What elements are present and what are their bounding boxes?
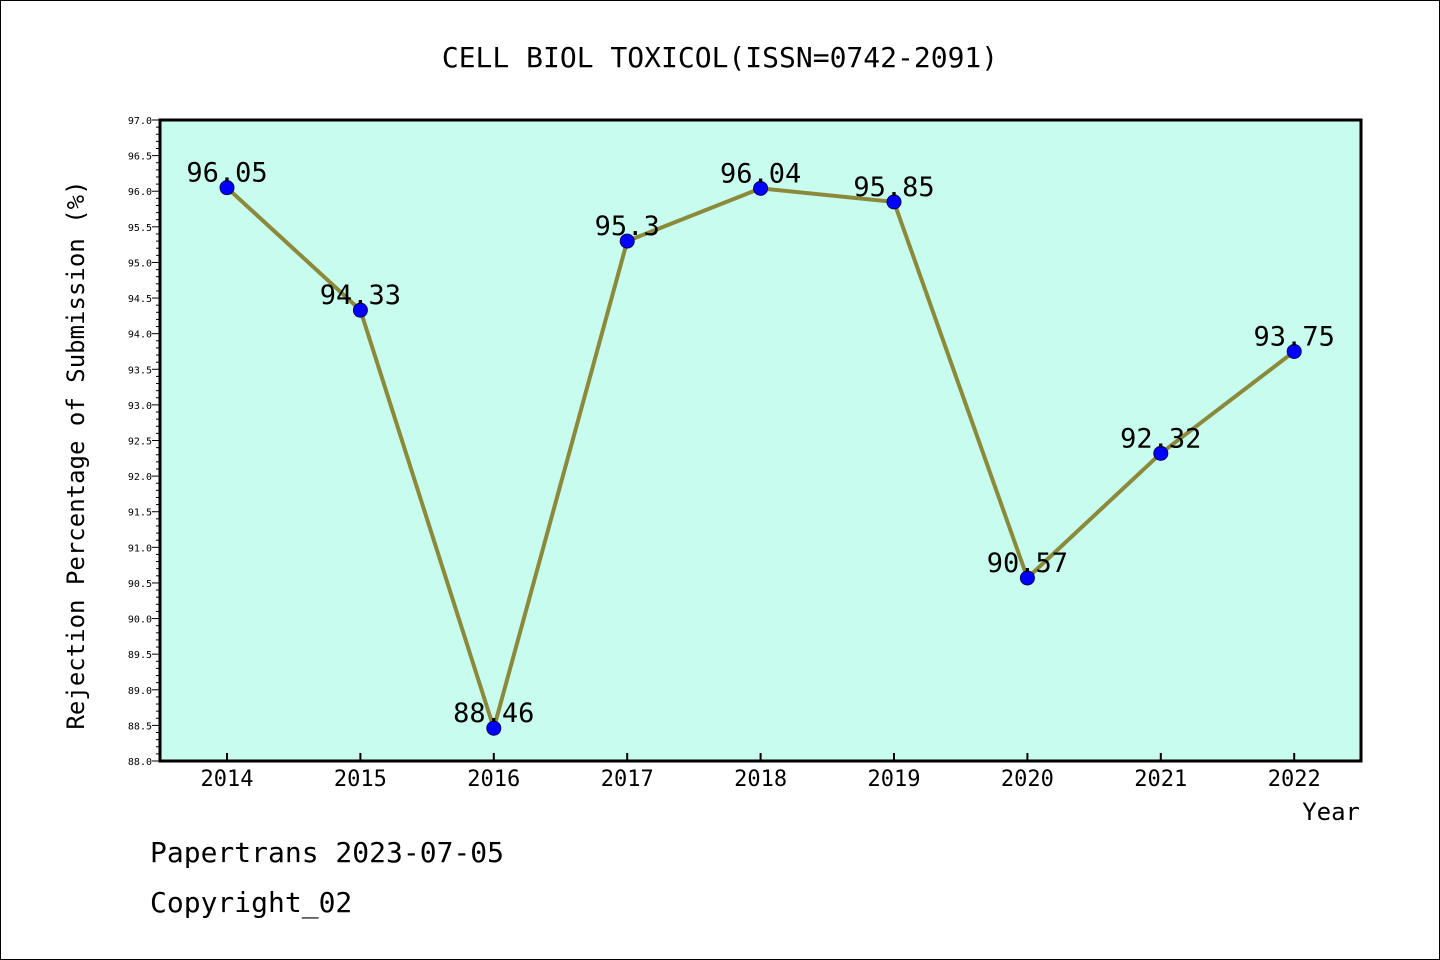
y-tick-label: 94.5: [128, 294, 152, 305]
y-tick-label: 92.0: [128, 472, 152, 483]
y-tick-label: 88.0: [128, 757, 152, 768]
y-axis-title: Rejection Percentage of Submission (%): [62, 180, 90, 729]
data-point: [886, 194, 902, 210]
data-point: [619, 233, 635, 249]
data-label: 95.85: [853, 172, 934, 203]
x-tick-label: 2016: [467, 767, 520, 792]
chart-title: CELL BIOL TOXICOL(ISSN=0742-2091): [442, 41, 998, 74]
x-tick-label: 2015: [334, 767, 387, 792]
data-label: 96.05: [186, 158, 267, 189]
x-tick-label: 2021: [1134, 767, 1187, 792]
y-tick-label: 94.0: [128, 330, 152, 341]
data-labels: 96.05 94.33 88.46 95.3 96.04 95.85 90.57 92.32 9…: [186, 158, 1334, 730]
y-axis: 88.0 88.5 89.0 89.5 90.0 90.5 91.0 91.5 92.0 92.5…: [128, 116, 160, 768]
y-tick-label: 95.5: [128, 223, 152, 234]
y-tick-label: 88.5: [128, 721, 152, 732]
x-tick-label: 2019: [868, 767, 921, 792]
y-tick-label: 89.0: [128, 686, 152, 697]
x-tick-label: 2014: [201, 767, 254, 792]
y-tick-label: 92.5: [128, 437, 152, 448]
x-tick-label: 2018: [734, 767, 787, 792]
x-tick-label: 2022: [1268, 767, 1321, 792]
y-tick-label: 91.0: [128, 543, 152, 554]
y-tick-label: 90.5: [128, 579, 152, 590]
data-label: 88.46: [453, 698, 534, 729]
data-label: 90.57: [987, 548, 1068, 579]
x-tick-label: 2020: [1001, 767, 1054, 792]
x-axis-title: Year: [1302, 798, 1360, 826]
y-tick-label: 96.0: [128, 187, 152, 198]
y-tick-label: 96.5: [128, 152, 152, 163]
y-tick-label: 93.5: [128, 365, 152, 376]
data-point: [486, 720, 502, 736]
data-point: [1019, 570, 1035, 586]
y-tick-label: 93.0: [128, 401, 152, 412]
data-point: [219, 180, 235, 196]
y-tick-label: 89.5: [128, 650, 152, 661]
y-tick-label: 90.0: [128, 615, 152, 626]
series-markers: [219, 180, 1302, 736]
data-label: 92.32: [1120, 423, 1201, 454]
footer-source: Papertrans 2023-07-05: [150, 836, 505, 869]
data-label: 96.04: [720, 158, 801, 189]
data-point: [352, 302, 368, 318]
y-tick-label: 97.0: [128, 116, 152, 127]
x-axis: 2014 2015 2016 2017 2018 2019 2020 2021 2022: [201, 753, 1321, 792]
data-label: 94.33: [320, 280, 401, 311]
footer-copyright: Copyright_02: [150, 886, 353, 919]
data-point: [1286, 343, 1302, 359]
x-tick-label: 2017: [601, 767, 654, 792]
data-point: [1153, 445, 1169, 461]
y-tick-label: 91.5: [128, 508, 152, 519]
data-point: [753, 180, 769, 196]
data-label: 95.3: [595, 211, 660, 242]
data-label: 93.75: [1254, 321, 1335, 352]
plot-area: [158, 118, 1363, 763]
y-tick-label: 95.0: [128, 258, 152, 269]
